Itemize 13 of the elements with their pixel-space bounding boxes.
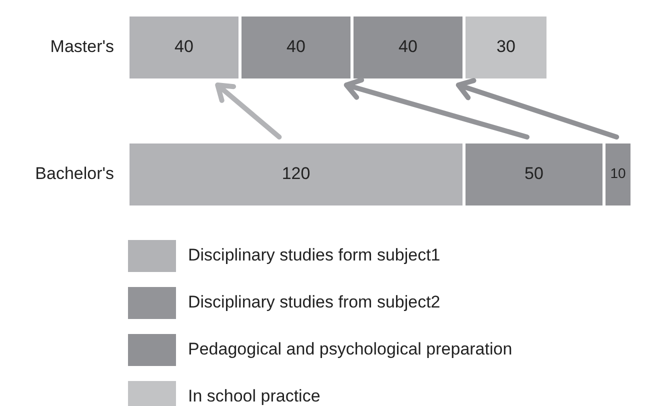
data-label: 120 <box>282 164 310 183</box>
legend-label: In school practice <box>188 386 320 406</box>
data-label: 30 <box>496 36 516 56</box>
data-label: 10 <box>610 165 626 182</box>
legend-label: Disciplinary studies form subject1 <box>188 245 440 264</box>
data-label: 40 <box>286 36 306 56</box>
data-label: 40 <box>398 36 418 56</box>
data-label: 40 <box>174 36 194 56</box>
legend-label: Pedagogical and psychological preparation <box>188 339 512 358</box>
y-tick-label: Master's <box>50 36 114 56</box>
y-tick-label: Bachelor's <box>35 164 114 183</box>
legend-label: Disciplinary studies from subject2 <box>188 292 440 312</box>
data-label: 50 <box>524 164 544 183</box>
